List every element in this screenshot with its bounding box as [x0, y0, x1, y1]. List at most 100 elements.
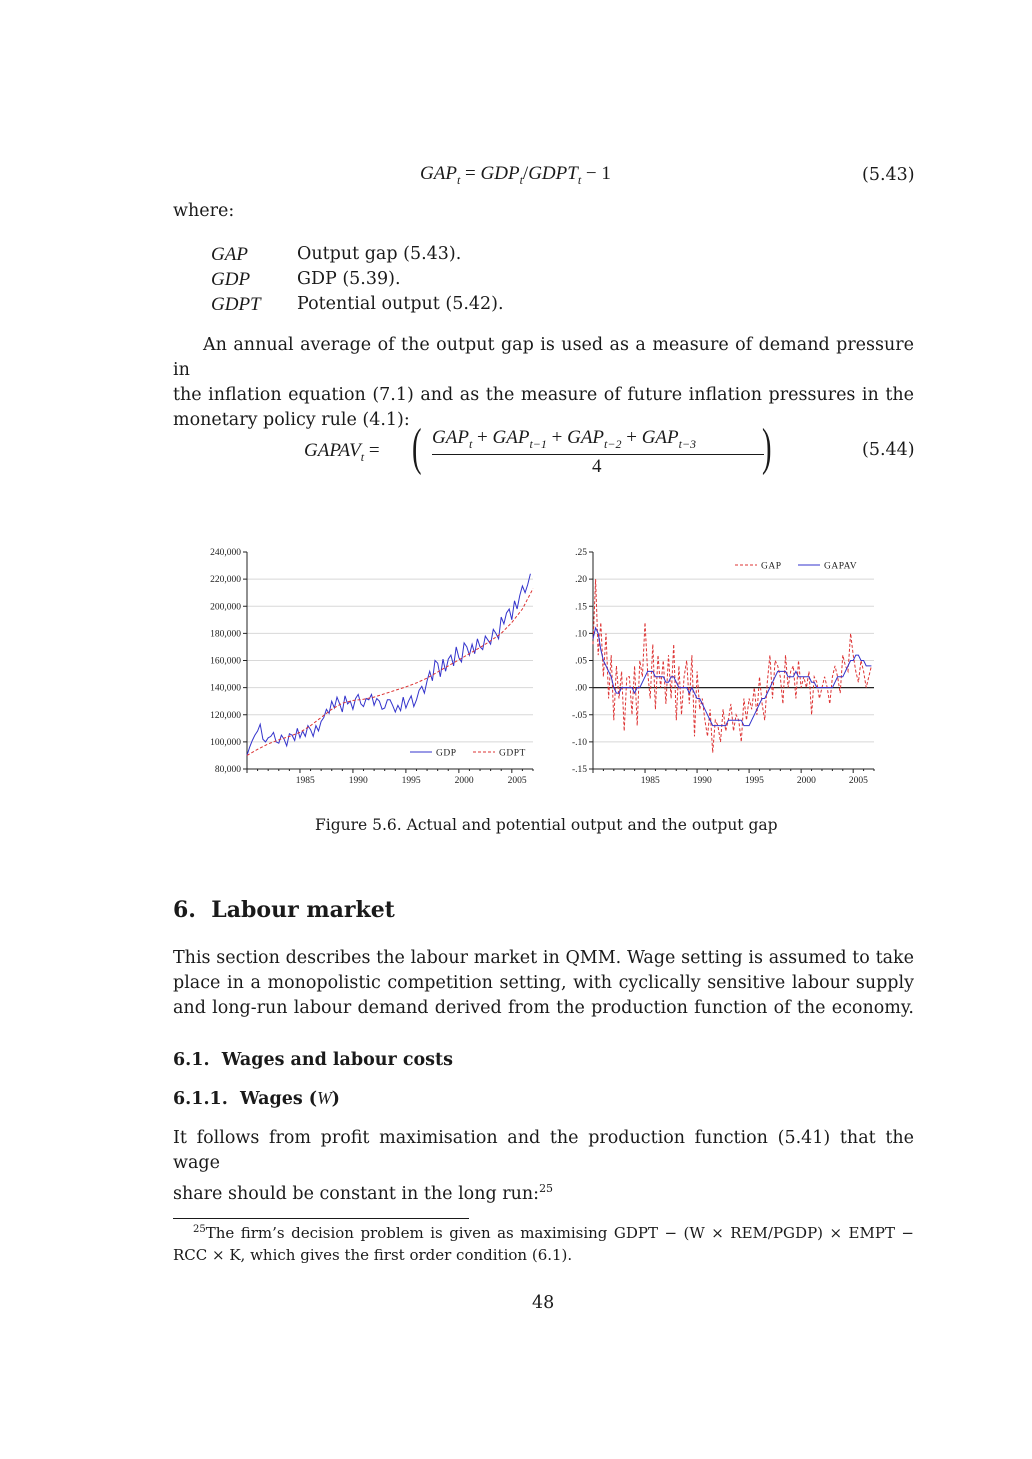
y-tick-label: 200,000: [210, 602, 241, 612]
definition-table: GAP Output gap (5.43). GDP GDP (5.39). G…: [211, 244, 504, 319]
eq-symbol: GAP: [432, 427, 469, 448]
series-line-gap: [592, 579, 872, 753]
eq-symbol: GAP: [420, 163, 457, 184]
x-tick-label: 2000: [797, 776, 816, 786]
eq-symbol: GAP: [567, 427, 605, 448]
definition-symbol: GAP: [211, 244, 248, 265]
eq-subscript: t−2: [604, 436, 622, 451]
footnote: 25The firm’s decision problem is given a…: [173, 1219, 914, 1266]
equation-5-44: GAPAVt = ( GAPt + GAPt−1 + GAPt−2 + GAPt…: [304, 419, 794, 484]
section-heading: 6. Labour market: [173, 897, 395, 923]
subsection-title: Wages and labour costs: [221, 1050, 453, 1070]
eq-symbol: GAP: [492, 427, 530, 448]
y-tick-label: 80,000: [215, 765, 241, 775]
x-tick-label: 1990: [693, 776, 712, 786]
paragraph-line: It follows from profit maximisation and …: [173, 1128, 914, 1173]
y-tick-label: 140,000: [210, 684, 241, 694]
x-tick-label: 1995: [745, 776, 764, 786]
paragraph-gap-average: An annual average of the output gap is u…: [173, 333, 914, 433]
right-paren: ): [762, 419, 772, 476]
footnote-line: RCC × K, which gives the first order con…: [173, 1246, 573, 1264]
x-tick-label: 1995: [402, 776, 421, 786]
series-line-gdpt: [246, 588, 534, 756]
y-tick-label: -.05: [572, 711, 587, 721]
gap-chart: .25 .20 .15 .10 .05 .00 -.05 -.10 -.15 1985 1990 19…: [572, 548, 875, 786]
y-tick-label: .00: [575, 684, 587, 694]
figure-caption: Figure 5.6. Actual and potential output …: [315, 816, 778, 834]
eq-subscript: t−1: [529, 436, 547, 451]
definition-row: GDP GDP (5.39).: [211, 269, 504, 294]
page-number: 48: [532, 1293, 555, 1313]
section-number: 6.: [173, 897, 196, 923]
paragraph-line: An annual average of the output gap is u…: [173, 335, 914, 380]
definition-text: Output gap (5.43).: [297, 244, 462, 264]
y-tick-label: .25: [575, 548, 587, 558]
paragraph-line: This section describes the labour market…: [173, 948, 914, 968]
x-tick-label: 1985: [296, 776, 315, 786]
eq-numerator: GAPt + GAPt−1 + GAPt−2 + GAPt−3: [432, 427, 697, 451]
x-tick-label: 1990: [349, 776, 368, 786]
eq-symbol: GDP: [480, 163, 520, 184]
definition-row: GDPT Potential output (5.42).: [211, 294, 504, 319]
y-tick-label: .20: [575, 575, 587, 585]
definition-row: GAP Output gap (5.43).: [211, 244, 504, 269]
subsubsection-heading: 6.1.1. Wages (W): [173, 1088, 340, 1109]
y-tick-label: 240,000: [210, 548, 241, 558]
y-tick-label: .10: [575, 629, 587, 639]
paragraph-labour-market: This section describes the labour market…: [173, 946, 914, 1021]
y-tick-label: -.10: [572, 738, 587, 748]
equation-5-43: GAPt = GDPt/GDPTt − 1: [420, 163, 611, 187]
subsubsection-symbol: W: [317, 1088, 332, 1108]
paragraph-line: monetary policy rule (4.1):: [173, 410, 410, 430]
legend-label: GAPAV: [824, 562, 857, 572]
subsection-heading: 6.1. Wages and labour costs: [173, 1050, 453, 1070]
figure-5-6: 240,000 220,000 200,000 180,000 160,000 140,0…: [210, 548, 875, 786]
subsubsection-title: Wages: [240, 1089, 303, 1109]
y-tick-label: 120,000: [210, 711, 241, 721]
eq-subscript: t: [468, 436, 473, 451]
gdp-chart: 240,000 220,000 200,000 180,000 160,000 140,0…: [210, 548, 534, 786]
definition-text: GDP (5.39).: [297, 269, 401, 289]
eq-subscript: t: [519, 172, 523, 187]
left-paren: (: [412, 419, 422, 476]
eq-subscript: t: [456, 172, 461, 187]
y-tick-label: .15: [575, 602, 587, 612]
x-tick-label: 2005: [508, 776, 527, 786]
y-tick-label: 180,000: [210, 629, 241, 639]
footnote-line: 25The firm’s decision problem is given a…: [173, 1219, 914, 1244]
x-tick-label: 1985: [641, 776, 660, 786]
y-tick-label: -.15: [572, 765, 587, 775]
definition-symbol: GDP: [211, 269, 251, 290]
legend-label: GDP: [436, 749, 457, 759]
eq-symbol: GAPAV: [304, 440, 361, 461]
fraction-bar: [432, 454, 764, 455]
eq-symbol: GAP: [641, 427, 679, 448]
equation-number-5-43: (5.43): [862, 165, 915, 185]
paragraph-wages: It follows from profit maximisation and …: [173, 1126, 914, 1207]
y-tick-label: .05: [575, 657, 587, 667]
x-tick-label: 2005: [849, 776, 868, 786]
where-label: where:: [173, 201, 235, 221]
paragraph-line-text: share should be constant in the long run…: [173, 1183, 540, 1204]
y-tick-label: 100,000: [210, 738, 241, 748]
x-tick-label: 2000: [455, 776, 474, 786]
series-line-gapav: [592, 626, 872, 727]
definition-list: GAP Output gap (5.43). GDP GDP (5.39). G…: [211, 244, 504, 319]
eq-constant: − 1: [585, 163, 611, 184]
footnote-reference: 25: [539, 1182, 554, 1195]
footnote-text: The firm’s decision problem is given as …: [205, 1224, 914, 1242]
subsubsection-number: 6.1.1.: [173, 1089, 228, 1109]
eq-subscript: t: [360, 449, 365, 464]
paragraph-line: and long-run labour demand derived from …: [173, 998, 914, 1018]
legend-label: GDPT: [499, 749, 526, 759]
eq-subscript: t: [577, 172, 582, 187]
equation-number-5-44: (5.44): [862, 440, 915, 460]
eq-denominator: 4: [592, 456, 602, 477]
footnote-mark: 25: [193, 1224, 206, 1235]
legend-label: GAP: [761, 562, 782, 572]
eq-subscript: t−3: [678, 436, 697, 451]
eq-lhs: GAPAVt =: [304, 440, 380, 464]
footnote-rule: [173, 1218, 469, 1219]
paragraph-line: place in a monopolistic competition sett…: [173, 973, 914, 993]
y-tick-label: 220,000: [210, 575, 241, 585]
